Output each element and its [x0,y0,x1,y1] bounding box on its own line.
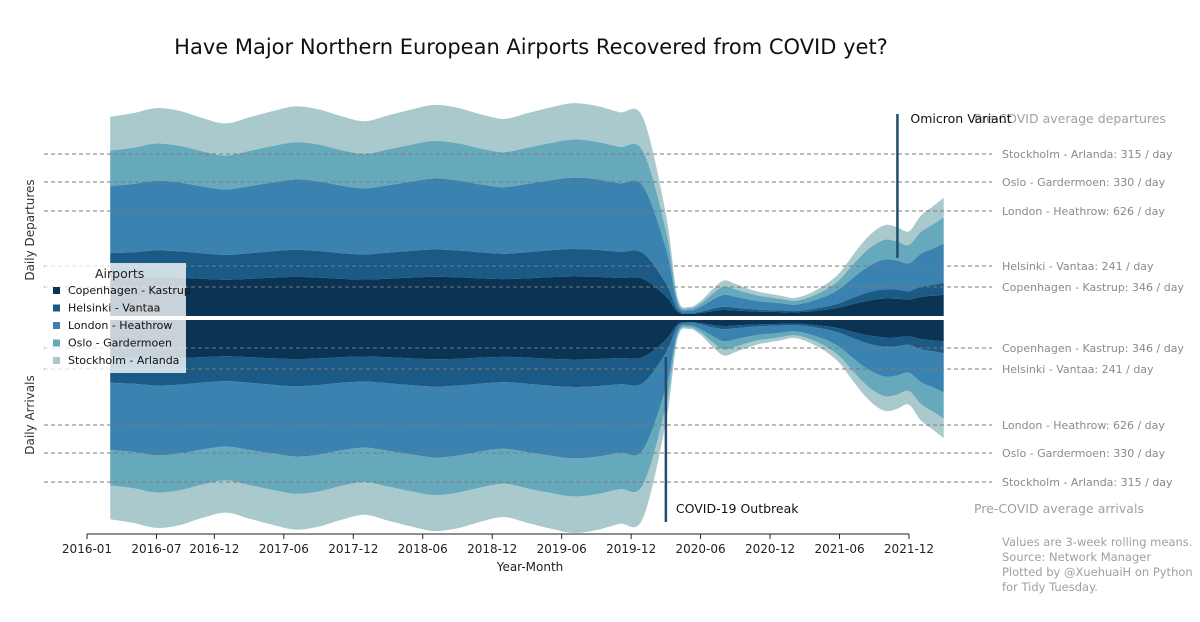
departures-ref-label-2: London - Heathrow: 626 / day [1002,205,1165,218]
arrivals-ref-label-1: Helsinki - Vantaa: 241 / day [1002,363,1154,376]
event-annotations: Omicron Variant COVID-19 Outbreak [664,111,1012,522]
legend-label-oslo-gardermoen: Oslo - Gardermoen [68,337,172,350]
arrivals-area-stockholm-arlanda [110,326,944,533]
x-tick-label-2017-12: 2017-12 [328,542,378,556]
x-tick-label-2016-07: 2016-07 [131,542,181,556]
arrivals-area-oslo-gardermoen [110,325,944,497]
x-tick-label-2020-12: 2020-12 [745,542,795,556]
footnote-purpose: for Tidy Tuesday. [1002,580,1098,594]
arrivals-ref-label-0: Copenhagen - Kastrup: 346 / day [1002,342,1184,355]
departures-area-stockholm-arlanda [110,103,944,310]
departures-ref-label-0: Stockholm - Arlanda: 315 / day [1002,148,1173,161]
departures-area-copenhagen-kastrup [110,276,944,316]
y-label-arrivals: Daily Arrivals [23,375,37,454]
footnotes: Values are 3-week rolling means. Source:… [1002,535,1193,594]
ref-header-departures: Pre-COVID average departures [974,111,1166,126]
x-tick-label-2021-06: 2021-06 [814,542,864,556]
x-tick-label-2016-01: 2016-01 [62,542,112,556]
arrivals-ref-label-2: London - Heathrow: 626 / day [1002,419,1165,432]
x-tick-label-2019-06: 2019-06 [537,542,587,556]
x-tick-label-2017-06: 2017-06 [259,542,309,556]
x-axis-title: Year-Month [496,560,564,574]
omicron-label: Omicron Variant [910,111,1011,126]
legend-label-stockholm-arlanda: Stockholm - Arlanda [68,354,179,367]
legend-swatch-helsinki-vantaa [53,304,60,312]
legend-label-london-heathrow: London - Heathrow [68,319,172,332]
departures-area-oslo-gardermoen [110,139,944,311]
x-tick-label-2020-06: 2020-06 [676,542,726,556]
y-label-departures: Daily Departures [23,179,37,280]
departures-ref-label-1: Oslo - Gardermoen: 330 / day [1002,176,1166,189]
departures-ref-label-4: Copenhagen - Kastrup: 346 / day [1002,281,1184,294]
departures-stream [110,103,944,316]
legend-label-helsinki-vantaa: Helsinki - Vantaa [68,302,160,315]
arrivals-ref-label-3: Oslo - Gardermoen: 330 / day [1002,447,1166,460]
departures-area-helsinki-vantaa [110,249,944,315]
ref-header-arrivals: Pre-COVID average arrivals [974,501,1144,516]
legend: Airports Copenhagen - Kastrup Helsinki - … [45,263,191,373]
departures-ref-label-3: Helsinki - Vantaa: 241 / day [1002,260,1154,273]
footnote-rolling-mean: Values are 3-week rolling means. [1002,535,1192,549]
x-tick-label-2021-12: 2021-12 [884,542,934,556]
legend-swatch-oslo-gardermoen [53,339,60,347]
legend-background [45,263,186,373]
x-tick-label-2018-06: 2018-06 [398,542,448,556]
footnote-source: Source: Network Manager [1002,550,1151,564]
covid-outbreak-label: COVID-19 Outbreak [676,501,799,516]
reference-lines: Stockholm - Arlanda: 315 / day Oslo - Gar… [44,148,1184,489]
arrivals-stream [110,320,944,533]
x-tick-label-2016-12: 2016-12 [189,542,239,556]
footnote-author: Plotted by @XuehuaiH on Python [1002,565,1193,579]
legend-swatch-stockholm-arlanda [53,357,60,364]
x-tick-label-2019-12: 2019-12 [606,542,656,556]
arrivals-area-copenhagen-kastrup [110,320,944,360]
legend-swatch-london-heathrow [53,322,60,329]
legend-title: Airports [95,266,144,281]
chart-title: Have Major Northern European Airports Re… [174,35,888,59]
legend-swatch-copenhagen-kastrup [53,287,60,294]
x-tick-label-2018-12: 2018-12 [467,542,517,556]
legend-label-copenhagen-kastrup: Copenhagen - Kastrup [68,284,191,297]
arrivals-ref-label-4: Stockholm - Arlanda: 315 / day [1002,476,1173,489]
arrivals-area-helsinki-vantaa [110,321,944,387]
x-axis: 2016-01 2016-07 2016-12 2017-06 2017-12 2018-… [62,533,934,556]
